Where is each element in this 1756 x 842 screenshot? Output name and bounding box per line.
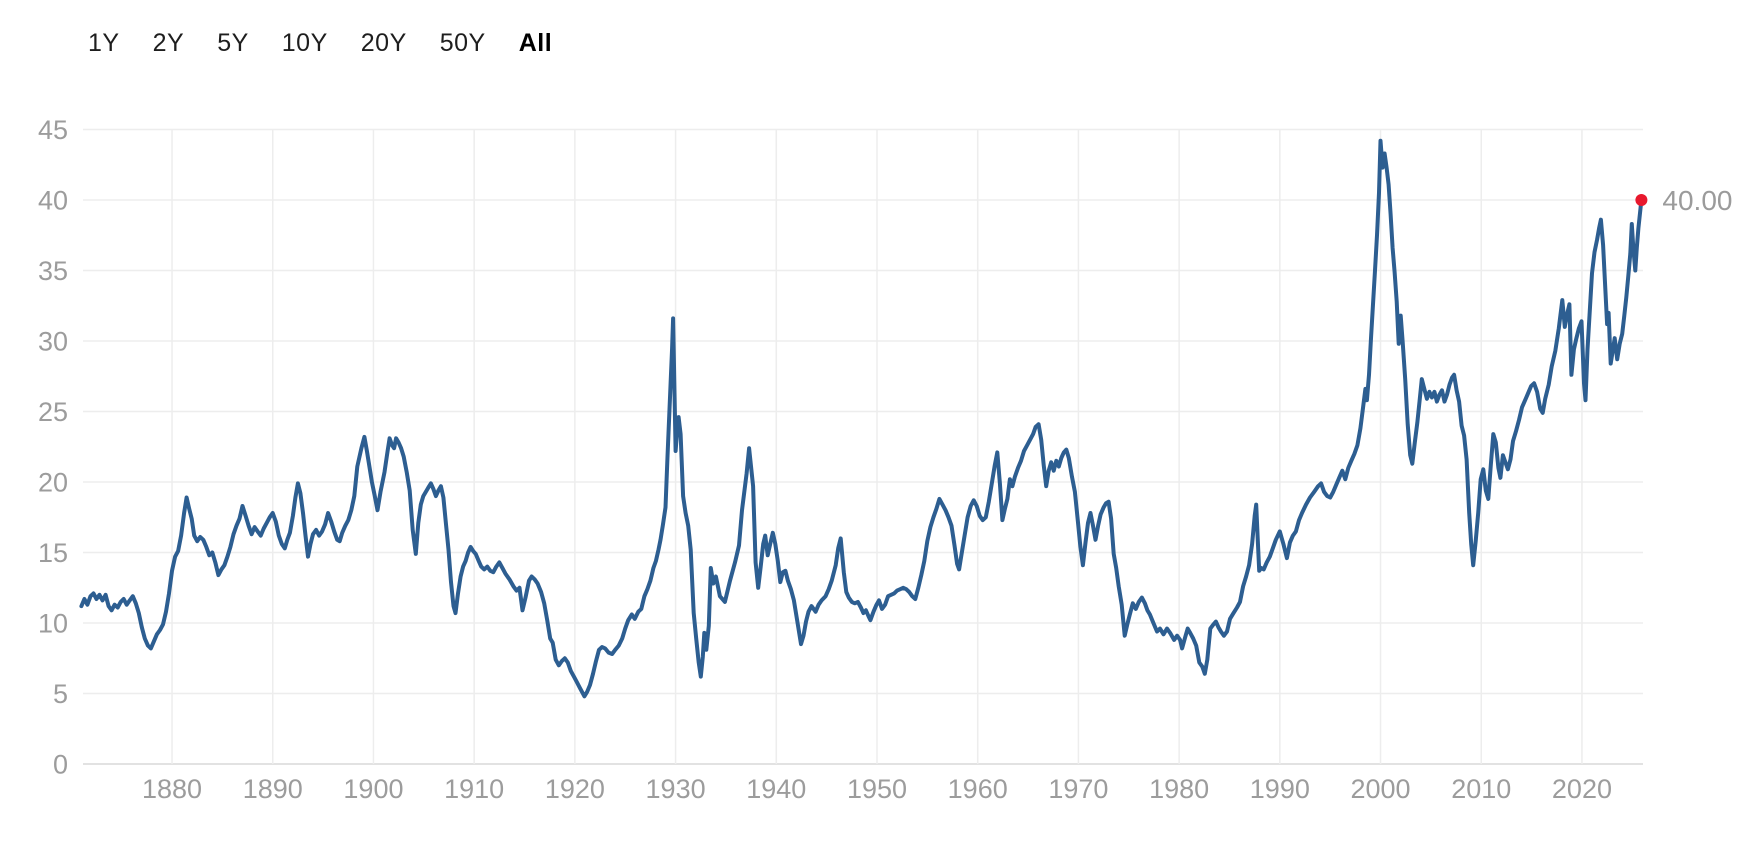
range-button-10y[interactable]: 10Y	[281, 29, 328, 57]
x-tick-label: 1920	[545, 774, 605, 804]
x-tick-labels: 1880 1890 1900 1910 1920 1930 1940 1950 1960 1970…	[142, 774, 1612, 804]
x-tick-label: 1900	[343, 774, 403, 804]
y-tick-label: 30	[38, 326, 68, 356]
x-gridlines	[171, 129, 1583, 764]
range-button-20y[interactable]: 20Y	[360, 29, 407, 57]
range-button-2y[interactable]: 2Y	[152, 29, 185, 57]
x-tick-label: 1950	[847, 774, 907, 804]
x-tick-label: 1880	[142, 774, 202, 804]
y-tick-label: 25	[38, 397, 68, 427]
y-tick-label: 15	[38, 538, 68, 568]
y-gridlines	[83, 128, 1643, 765]
y-tick-label: 20	[38, 467, 68, 497]
y-tick-label: 45	[38, 115, 68, 145]
price-line	[79, 138, 1644, 699]
x-tick-label: 1960	[948, 774, 1008, 804]
range-button-5y[interactable]: 5Y	[217, 29, 249, 57]
last-value-label: 40.00	[1662, 185, 1732, 216]
range-button-50y[interactable]: 50Y	[439, 29, 486, 57]
time-range-selector: 1Y 2Y 5Y 10Y 20Y 50Y All	[88, 31, 552, 56]
x-tick-label: 2000	[1350, 774, 1410, 804]
range-button-all[interactable]: All	[518, 29, 553, 57]
y-tick-label: 5	[53, 679, 68, 709]
x-tick-label: 1940	[746, 774, 806, 804]
x-tick-label: 2020	[1552, 774, 1612, 804]
y-tick-label: 10	[38, 608, 68, 638]
y-tick-labels: 0 5 10 15 20 25 30 35 40 45	[38, 115, 68, 780]
x-tick-label: 1980	[1149, 774, 1209, 804]
last-point-marker	[1635, 194, 1648, 206]
x-tick-label: 1970	[1048, 774, 1108, 804]
x-tick-label: 1890	[243, 774, 303, 804]
range-button-1y[interactable]: 1Y	[88, 29, 120, 57]
x-tick-label: 1990	[1250, 774, 1310, 804]
y-tick-label: 40	[38, 185, 68, 215]
x-tick-label: 1910	[444, 774, 504, 804]
y-tick-label: 0	[53, 749, 68, 779]
x-tick-label: 1930	[646, 774, 706, 804]
y-tick-label: 35	[38, 256, 68, 286]
x-tick-label: 2010	[1451, 774, 1511, 804]
